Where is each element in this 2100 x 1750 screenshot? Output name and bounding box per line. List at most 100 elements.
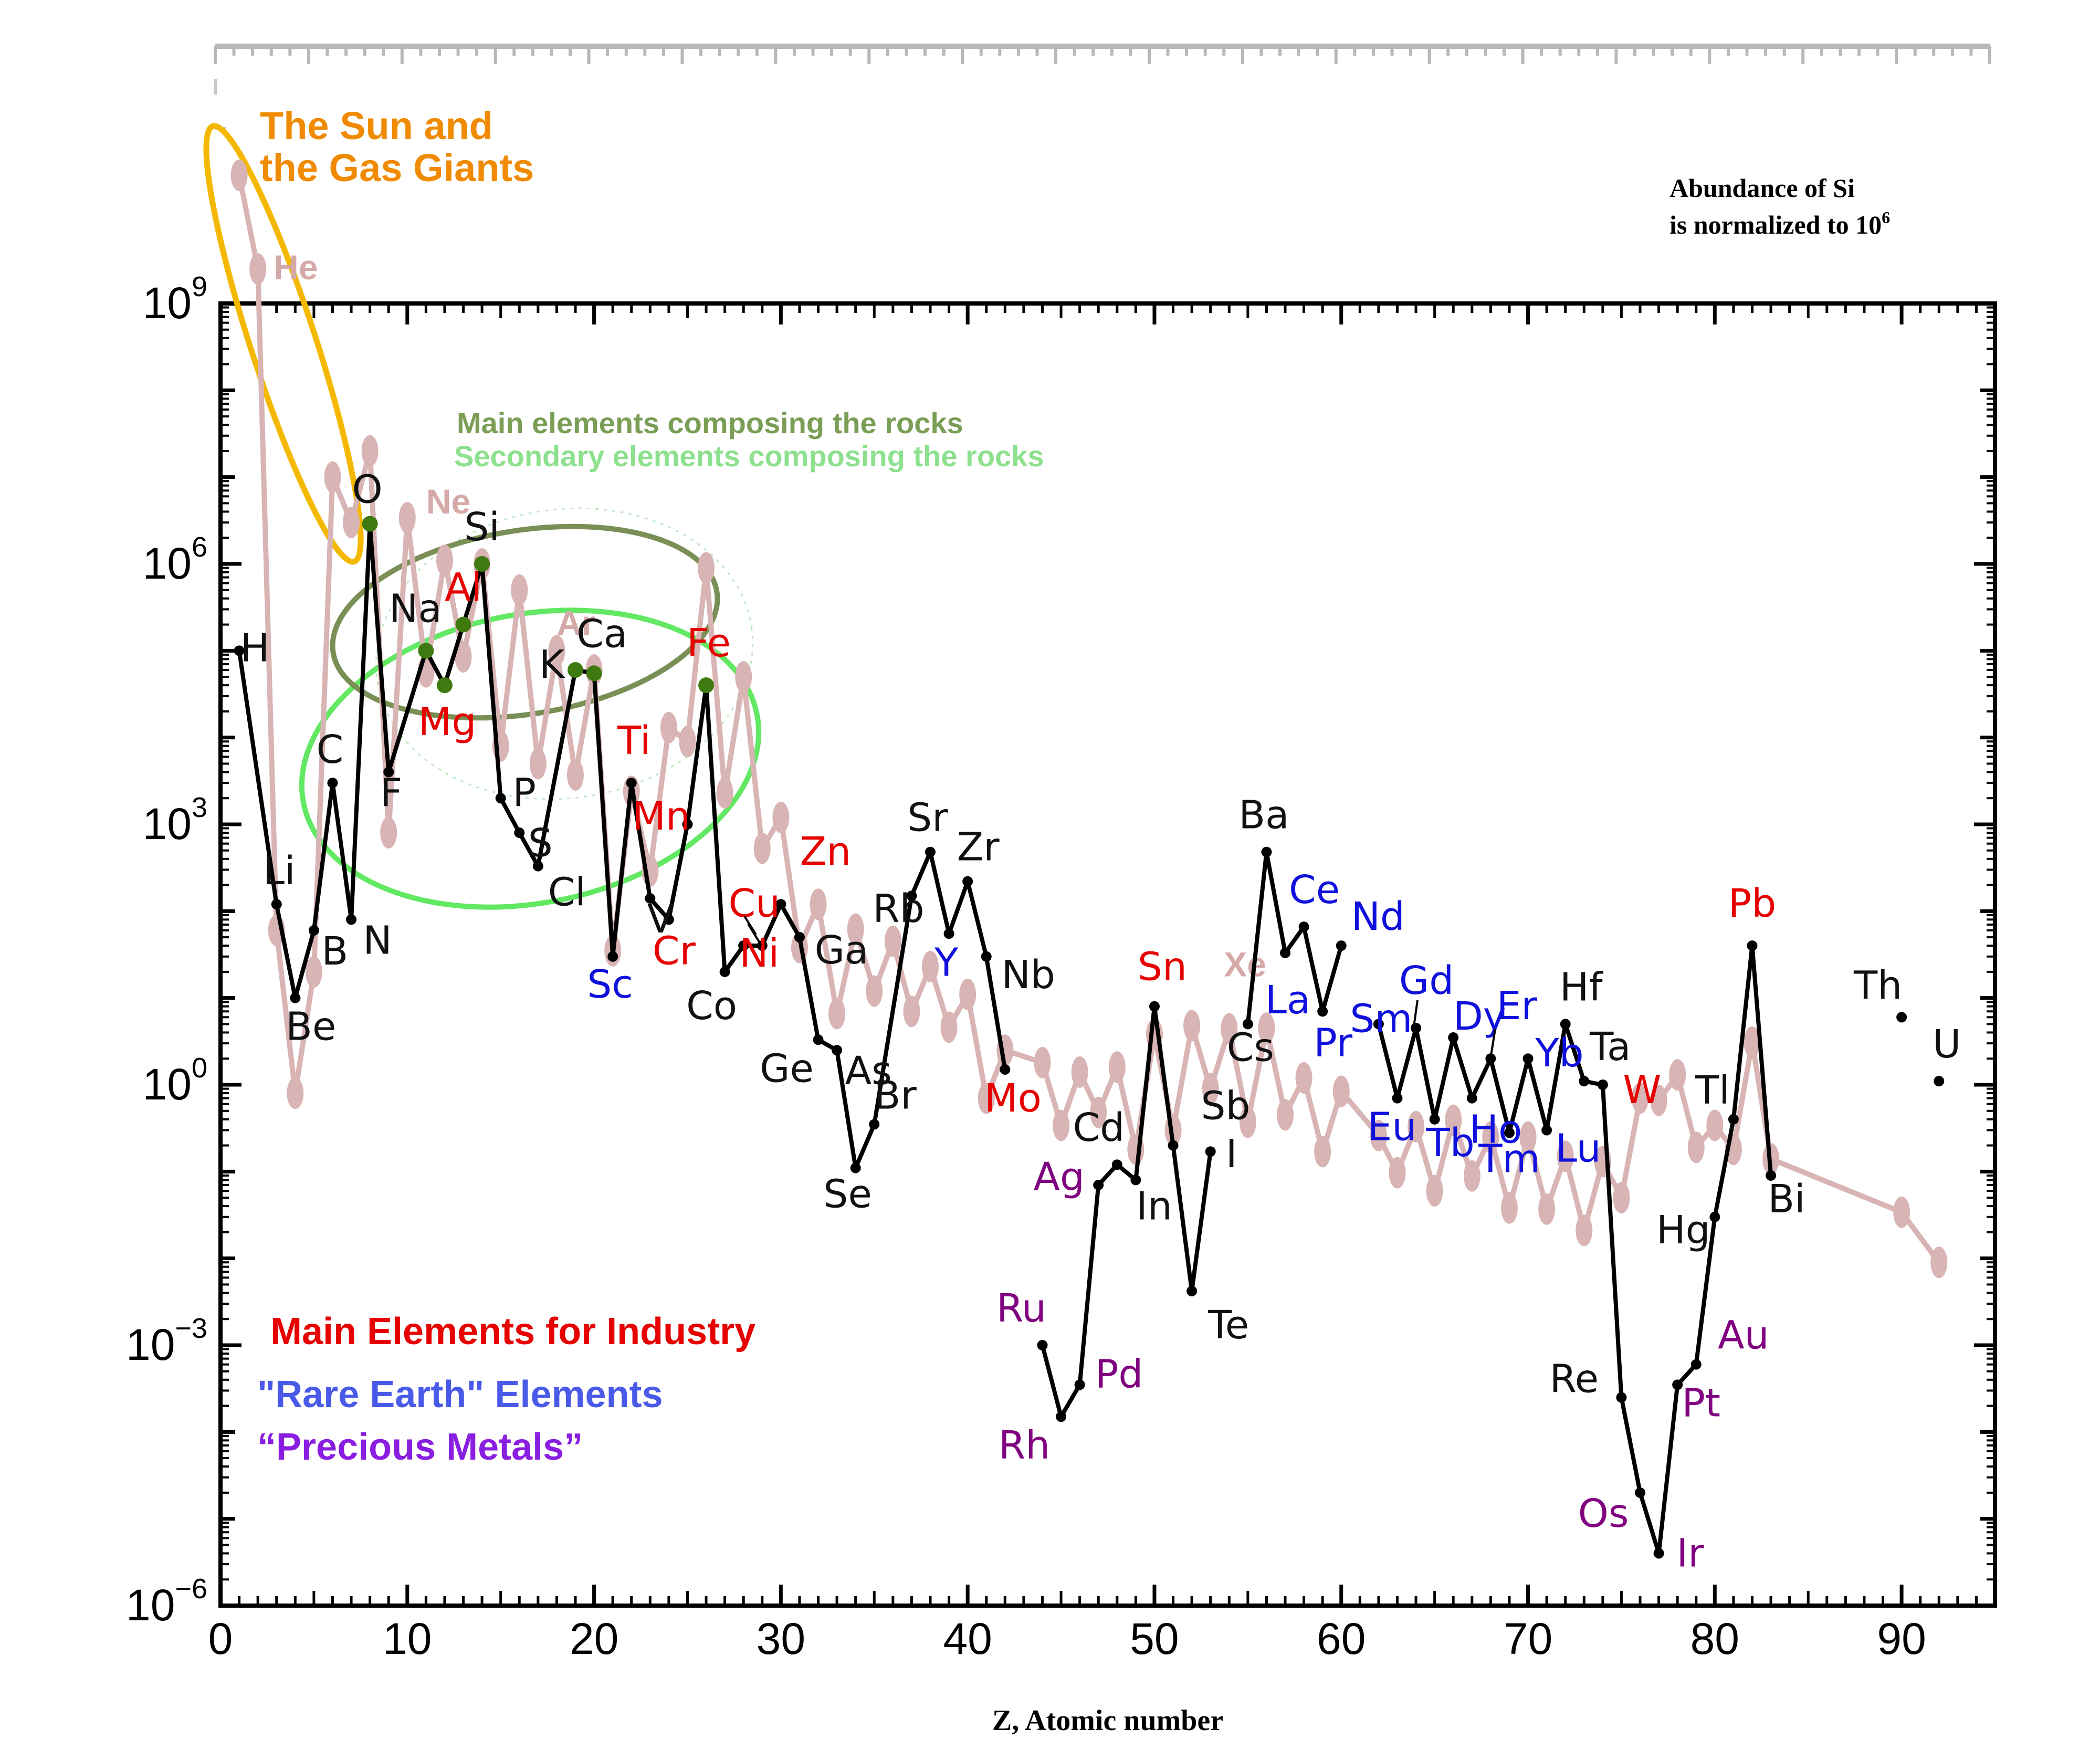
- element-label: Si: [464, 505, 500, 550]
- element-label: W: [1623, 1067, 1661, 1113]
- earth-point: [1653, 1548, 1664, 1559]
- solar-point: [1576, 1214, 1593, 1246]
- x-tick-label: 0: [208, 1614, 233, 1663]
- earth-point: [738, 940, 749, 951]
- x-tick-label: 50: [1130, 1614, 1179, 1663]
- earth-point: [383, 767, 394, 778]
- solar-series: He Ne Ar Xe: [230, 159, 1948, 1279]
- element-label: Co: [686, 983, 737, 1029]
- element-label: As: [845, 1049, 892, 1094]
- solar-point: [361, 435, 379, 467]
- rock-secondary-ellipse: [299, 607, 762, 910]
- earth-point: [290, 992, 301, 1003]
- solar-point: [735, 661, 752, 693]
- earth-point: [1709, 1211, 1720, 1222]
- earth-line-segment: [237, 521, 1007, 1170]
- solar-point: [1538, 1193, 1556, 1225]
- element-label: Hg: [1656, 1208, 1710, 1253]
- element-label: U: [1933, 1022, 1961, 1067]
- solar-point: [772, 801, 790, 833]
- element-label: O: [352, 467, 383, 512]
- earth-point: [346, 914, 357, 925]
- element-label: Ga: [815, 928, 869, 973]
- earth-point: [1522, 1053, 1534, 1064]
- element-label: Pd: [1095, 1351, 1143, 1397]
- rocks-main-label: Main elements composing the rocks: [457, 406, 963, 439]
- earth-point: [308, 925, 319, 936]
- solar-point: [940, 1011, 958, 1043]
- element-label: Fe: [687, 621, 731, 666]
- earth-point: [775, 899, 786, 910]
- y-tick-label-exponent: 0: [192, 1052, 207, 1084]
- solar-point: [1408, 1110, 1425, 1143]
- earth-point: [495, 793, 506, 804]
- solar-point: [230, 159, 248, 191]
- element-label: Zr: [957, 825, 1000, 870]
- earth-point: [1149, 1001, 1160, 1012]
- solar-point: [978, 1082, 995, 1114]
- earth-point: [1336, 940, 1347, 951]
- legend-rare-earth: "Rare Earth" Elements: [257, 1374, 663, 1416]
- earth-line-segment: [1040, 1004, 1213, 1419]
- earth-point: [962, 876, 973, 887]
- solar-point: [511, 574, 528, 606]
- element-label: F: [380, 770, 403, 815]
- element-label: Lu: [1556, 1126, 1601, 1171]
- element-label: Tb: [1426, 1120, 1475, 1166]
- y-tick-label: 103: [143, 792, 207, 848]
- y-tick-label: 106: [143, 531, 207, 588]
- earth-point: [1093, 1179, 1104, 1190]
- earth-point: [719, 966, 730, 977]
- element-label: H: [240, 625, 270, 670]
- solar-point: [1090, 1096, 1107, 1128]
- solar-point: [828, 998, 846, 1030]
- earth-point: [1635, 1487, 1645, 1498]
- earth-point: [1261, 846, 1272, 857]
- element-label: Sb: [1201, 1084, 1251, 1129]
- solar-point: [1706, 1109, 1724, 1141]
- element-label: Os: [1578, 1491, 1629, 1536]
- earth-point: [1392, 1093, 1403, 1104]
- earth-point: [1504, 1127, 1515, 1138]
- solar-point: [398, 502, 416, 534]
- solar-point: [1744, 1026, 1761, 1058]
- y-tick-label: 10−6: [126, 1573, 207, 1630]
- element-label: Tm: [1478, 1136, 1540, 1181]
- solar-point: [567, 759, 584, 791]
- earth-point: [1934, 1076, 1945, 1087]
- y-tick-label-base: 10: [143, 278, 192, 328]
- earth-point: [514, 827, 525, 839]
- earth-point: [1056, 1411, 1067, 1422]
- earth-point: [418, 643, 434, 659]
- earth-point: [906, 890, 917, 902]
- element-label: Ir: [1676, 1531, 1704, 1576]
- normalization-note-line1: Abundance of Si: [1670, 173, 1855, 203]
- element-label: Br: [874, 1073, 917, 1118]
- label-connector: [743, 915, 757, 936]
- y-tick-label-exponent: 3: [192, 792, 207, 823]
- sun-gas-title-line1: The Sun and: [260, 104, 493, 148]
- element-label: Cu: [729, 881, 781, 926]
- element-label: C: [317, 727, 344, 772]
- y-tick-label-exponent: −3: [175, 1313, 207, 1344]
- y-tick-label-exponent: −6: [175, 1573, 207, 1605]
- solar-point: [660, 711, 677, 743]
- earth-line-segment: [1377, 944, 1773, 1556]
- solar-point: [324, 461, 341, 493]
- solar-point: [1557, 1140, 1574, 1172]
- element-label: Ba: [1238, 793, 1289, 838]
- earth-point: [850, 1162, 861, 1173]
- element-label: Nb: [1002, 952, 1055, 998]
- earth-point: [925, 846, 936, 857]
- y-tick-label-base: 10: [126, 1580, 175, 1630]
- x-tick-label: 40: [943, 1614, 992, 1663]
- x-tick-label: 30: [757, 1614, 805, 1663]
- earth-point: [568, 662, 583, 678]
- element-label: Y: [934, 940, 959, 985]
- label-connector: [747, 923, 762, 946]
- element-label: Ag: [1033, 1155, 1085, 1200]
- region-ellipses: [203, 123, 762, 910]
- earth-point: [607, 951, 618, 962]
- solar-point: [1202, 1073, 1219, 1105]
- solar-point: [455, 641, 472, 673]
